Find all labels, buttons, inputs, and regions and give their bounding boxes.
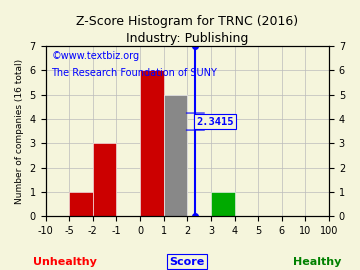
Y-axis label: Number of companies (16 total): Number of companies (16 total) (15, 59, 24, 204)
Text: 2.3415: 2.3415 (197, 117, 234, 127)
Title: Z-Score Histogram for TRNC (2016)
Industry: Publishing: Z-Score Histogram for TRNC (2016) Indust… (76, 15, 298, 45)
Bar (93, 143, 116, 216)
Text: The Research Foundation of SUNY: The Research Foundation of SUNY (51, 68, 217, 78)
Bar (211, 192, 234, 216)
Bar (69, 192, 93, 216)
Bar (164, 95, 187, 216)
Text: Unhealthy: Unhealthy (33, 256, 97, 266)
Text: Score: Score (170, 256, 205, 266)
Bar (140, 70, 164, 216)
Text: Healthy: Healthy (293, 256, 341, 266)
Text: ©www.textbiz.org: ©www.textbiz.org (51, 51, 139, 61)
